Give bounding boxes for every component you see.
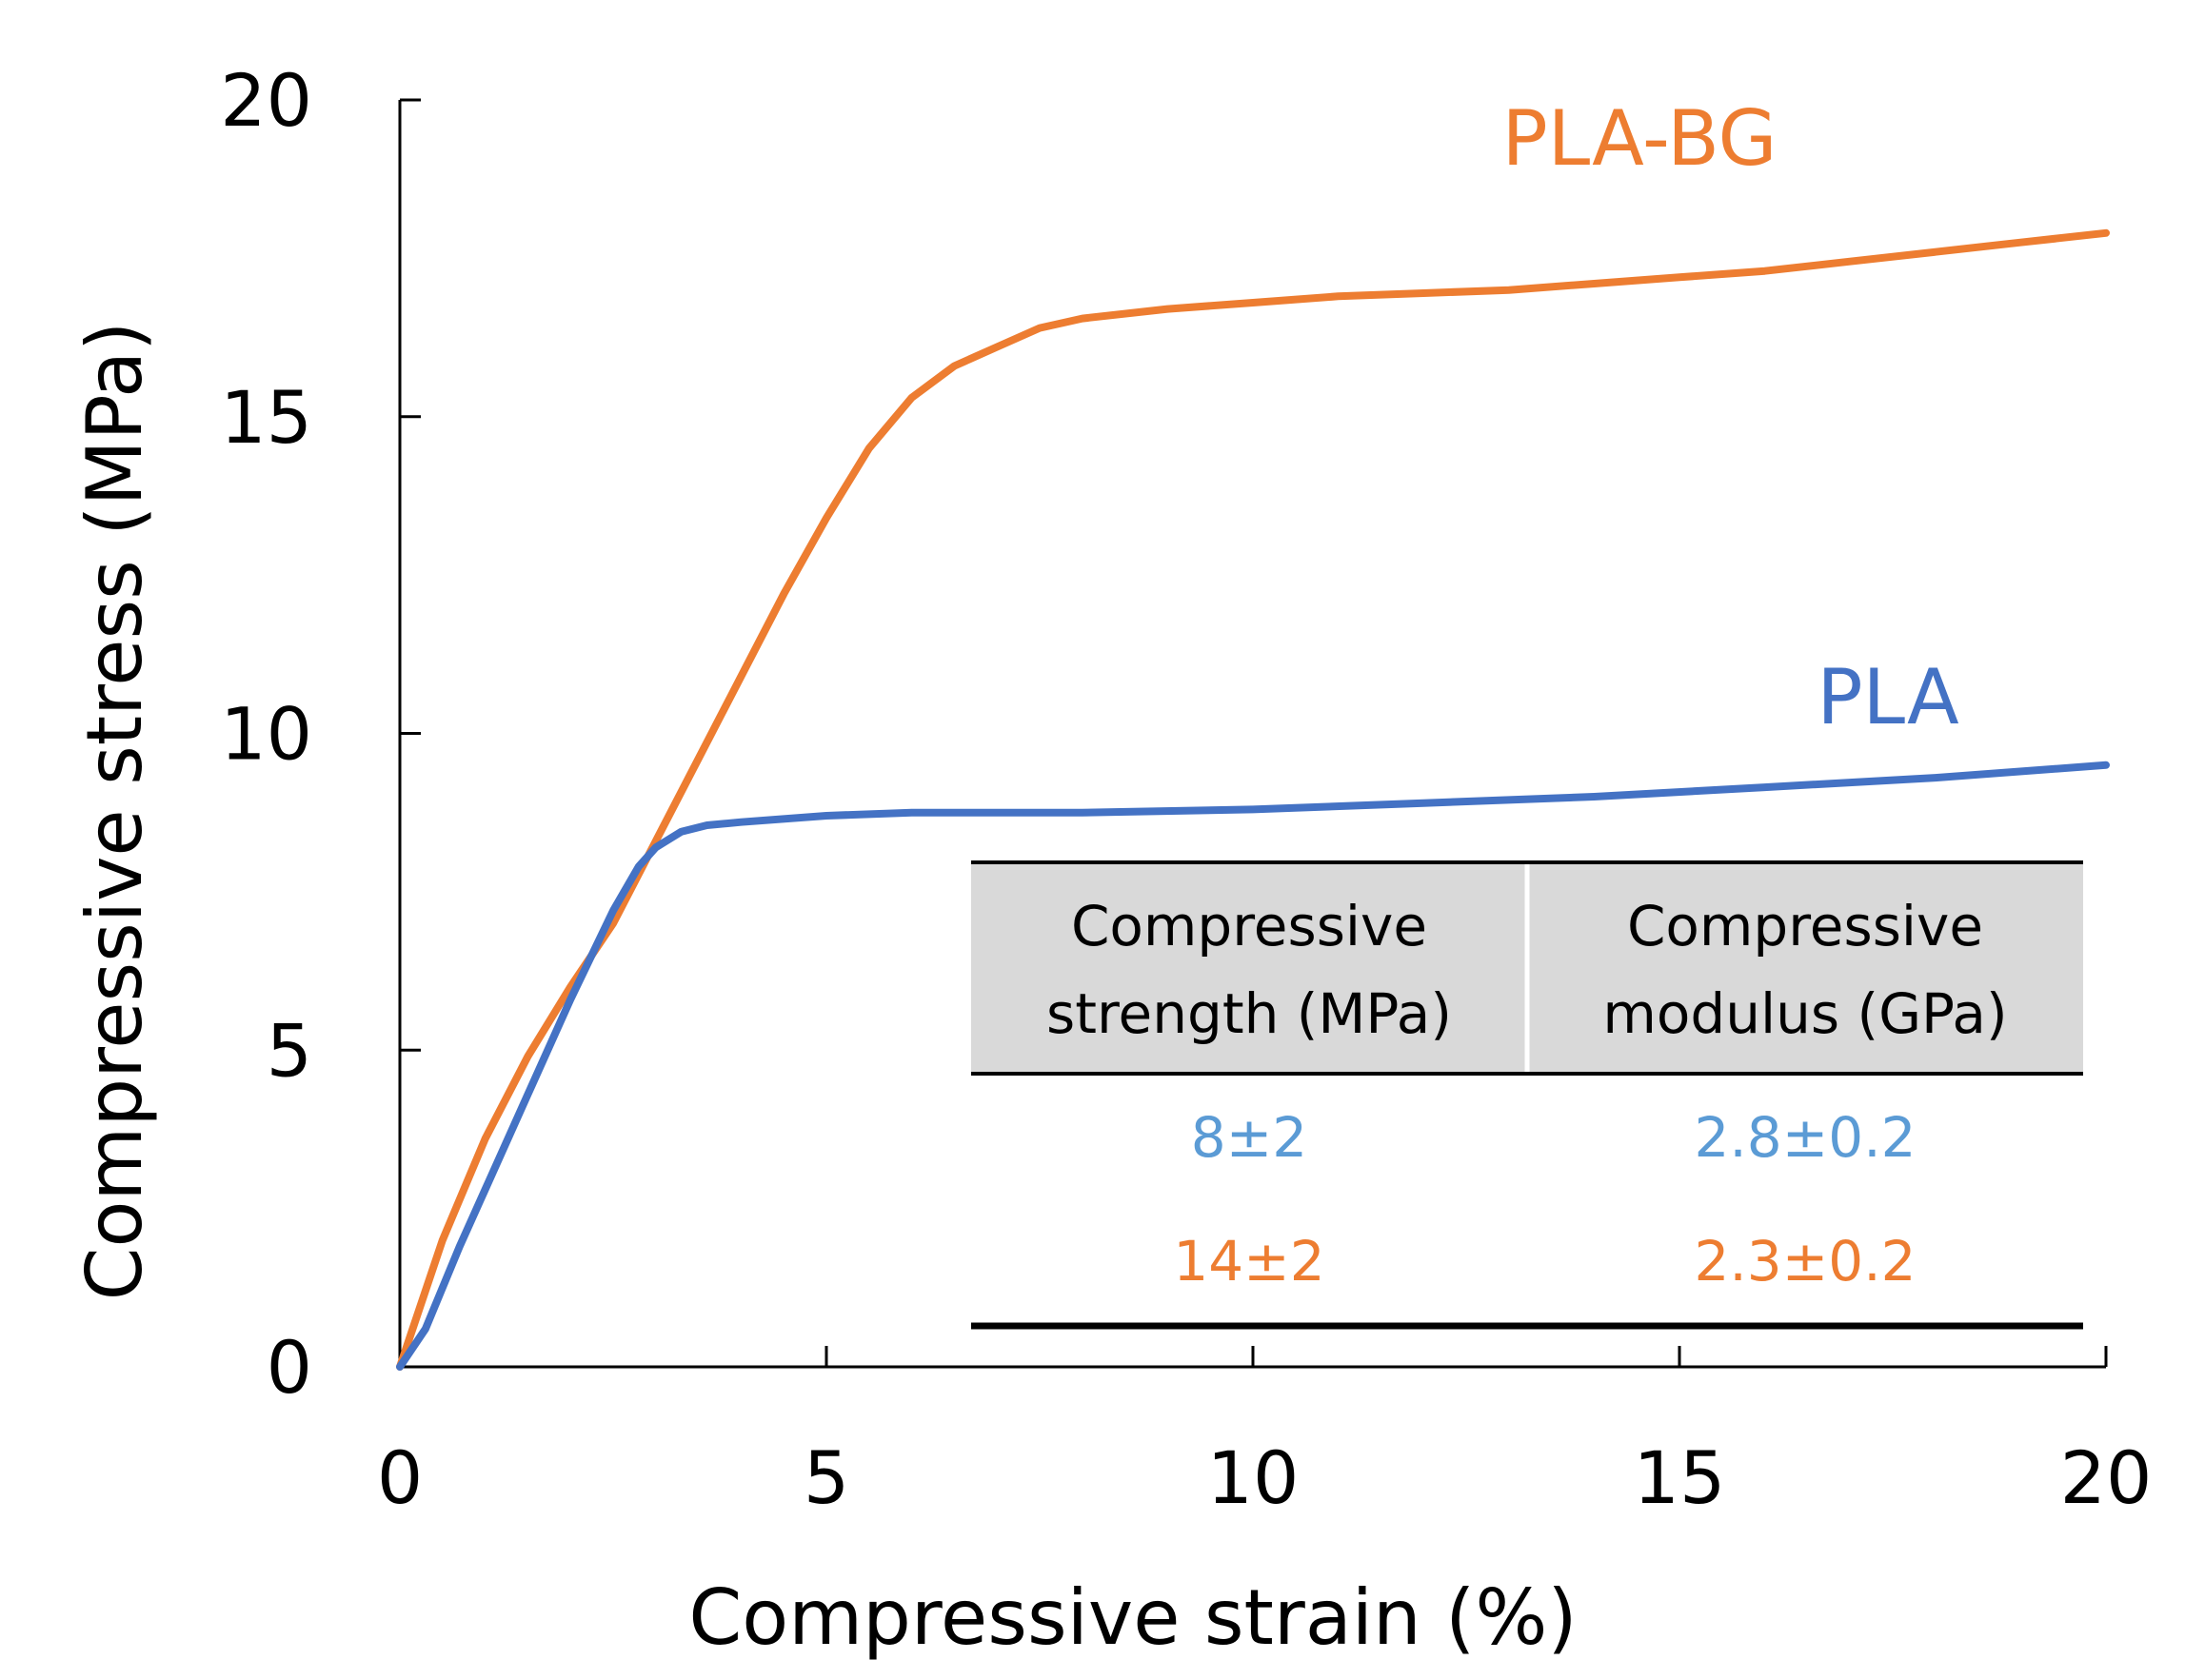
series-line-pla-bg <box>396 228 2110 1371</box>
y-tick-label: 20 <box>220 58 312 143</box>
pla-modulus-value: 2.8±0.2 <box>1694 1105 1916 1170</box>
header-strength-line1: Compressive <box>1071 894 1427 959</box>
y-tick-label: 10 <box>220 692 312 777</box>
y-tick-label: 0 <box>267 1325 312 1410</box>
axes: 0 5 10 15 20 0 5 10 15 20 <box>220 58 2152 1520</box>
x-tick-label: 0 <box>377 1435 423 1520</box>
y-tick-label: 15 <box>220 375 312 460</box>
series-layer <box>396 228 2110 1371</box>
inset-table: Compressive strength (MPa) Compressive m… <box>971 860 2083 1330</box>
series-label-pla-bg: PLA-BG <box>1501 94 1777 183</box>
header-modulus-line1: Compressive <box>1627 894 1983 959</box>
x-axis-ticks: 0 5 10 15 20 <box>377 1346 2153 1520</box>
series-line-pla <box>396 761 2110 1371</box>
y-tick-label: 5 <box>267 1008 312 1093</box>
pla-bg-strength-value: 14±2 <box>1173 1229 1324 1294</box>
x-tick-label: 20 <box>2060 1435 2153 1520</box>
x-tick-label: 10 <box>1207 1435 1300 1520</box>
header-strength-line2: strength (MPa) <box>1046 981 1452 1046</box>
x-tick-label: 15 <box>1634 1435 1726 1520</box>
header-modulus-line2: modulus (GPa) <box>1602 981 2007 1046</box>
y-axis-ticks: 0 5 10 15 20 <box>220 58 421 1410</box>
x-axis-title: Compressive strain (%) <box>688 1573 1577 1662</box>
pla-bg-modulus-value: 2.3±0.2 <box>1694 1229 1916 1294</box>
pla-strength-value: 8±2 <box>1191 1105 1307 1170</box>
x-tick-label: 5 <box>804 1435 849 1520</box>
series-label-pla: PLA <box>1817 653 1959 741</box>
y-axis-title: Compressive stress (MPa) <box>70 322 159 1301</box>
